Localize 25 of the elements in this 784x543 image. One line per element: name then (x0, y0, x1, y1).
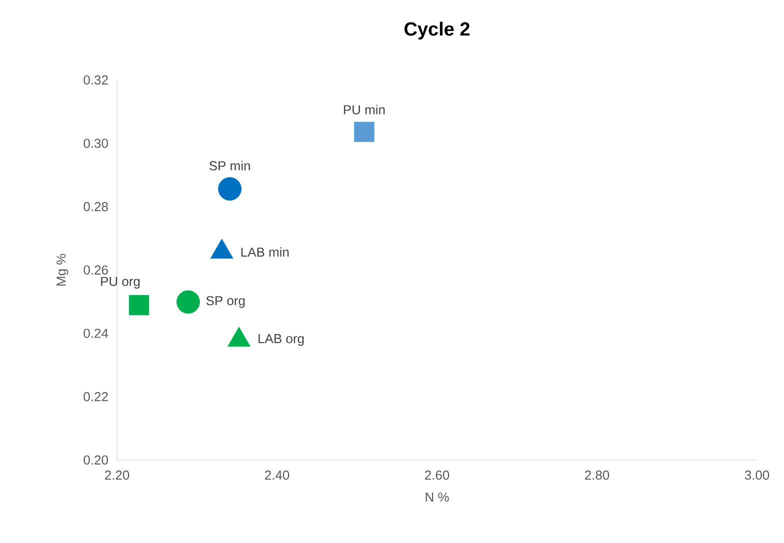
point (128, 295, 150, 316)
y-tick-label: 0.20 (84, 455, 108, 465)
x-tick-label: 2.80 (585, 470, 610, 480)
x-tick-label: 2.20 (105, 470, 130, 480)
y-tick-label: 0.22 (84, 392, 108, 402)
point (354, 122, 374, 142)
y-axis-title: Mg % (56, 254, 68, 286)
series-label: LAB org (258, 334, 304, 346)
series-label: SP min (209, 160, 250, 170)
y-tick-label: 0.24 (84, 328, 108, 338)
point (218, 177, 242, 201)
chart-title: Cycle 2 (404, 22, 470, 40)
y-tick-label: 0.30 (84, 138, 108, 148)
x-axis-title: N % (426, 492, 449, 502)
series-label: PU min (344, 104, 385, 114)
x-tick-label: 2.60 (425, 470, 450, 480)
x-tick-label: 2.40 (265, 470, 290, 480)
x-tick-label: 3.00 (744, 470, 770, 480)
point (176, 290, 200, 314)
y-tick-label: 0.28 (84, 202, 108, 212)
series-label: PU org (101, 276, 140, 289)
legend-label: SP org (206, 296, 245, 308)
y-tick-label: 0.26 (84, 265, 108, 275)
y-tick-label: 0.32 (84, 75, 108, 85)
series-label: LAB min (241, 247, 289, 257)
